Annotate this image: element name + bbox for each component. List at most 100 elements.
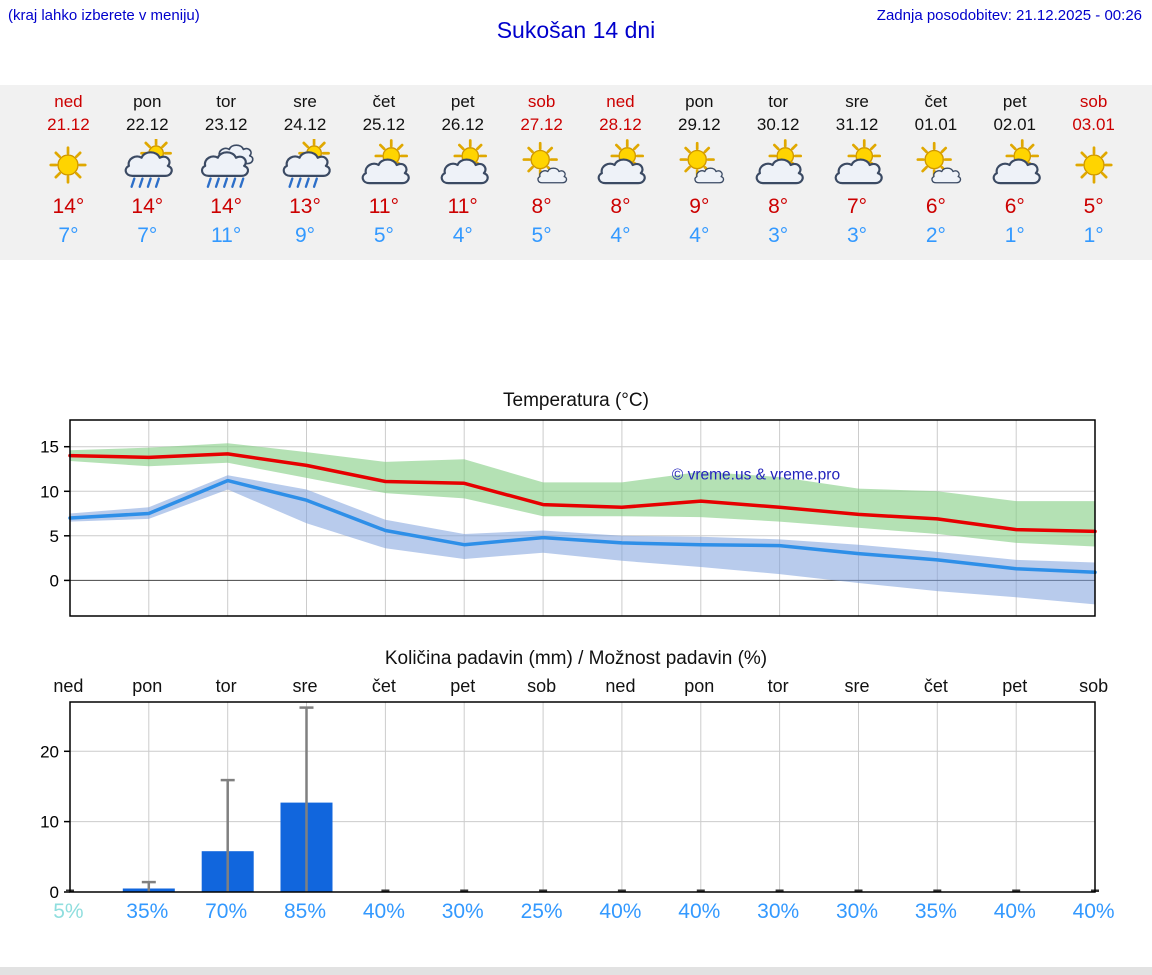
precip-day-label: sre bbox=[292, 676, 318, 696]
svg-text:15: 15 bbox=[40, 438, 59, 457]
day-name: sob bbox=[527, 92, 556, 111]
temperature-chart: 0 5 10 15 © vreme.us & vreme.pro bbox=[40, 419, 1097, 617]
temperature-chart-title: Temperatura (°C) bbox=[503, 390, 649, 411]
day-temp-min: 4° bbox=[689, 224, 710, 247]
day-date: 27.12 bbox=[520, 115, 563, 134]
svg-text:0: 0 bbox=[50, 571, 59, 590]
precip-probability: 40% bbox=[1072, 900, 1115, 923]
precip-probability: 35% bbox=[126, 900, 169, 923]
precip-day-label: čet bbox=[923, 676, 948, 696]
day-date: 22.12 bbox=[126, 115, 169, 134]
day-temp-min: 3° bbox=[768, 224, 789, 247]
forecast-columns: ned 21.12 14° 7° pon 22.12 14° 7° tor 23.12 14° 11°… bbox=[29, 92, 1133, 248]
forecast-day-13: pet 02.01 6° 1° bbox=[975, 92, 1054, 248]
menu-hint: (kraj lahko izberete v meniju) bbox=[8, 7, 200, 24]
precip-day-label: pon bbox=[684, 676, 715, 696]
precip-probability: 35% bbox=[914, 900, 957, 923]
precip-day-label-row: ned pon tor sre čet pet sob ned pon tor sre čet pet s… bbox=[29, 674, 1133, 698]
sun-cloud-icon bbox=[423, 137, 502, 193]
day-date: 02.01 bbox=[993, 115, 1037, 134]
last-update-label: Zadnja posodobitev: 21.12.2025 - 00:26 bbox=[876, 7, 1142, 24]
precip-day-label: pet bbox=[1002, 676, 1028, 696]
svg-text:0: 0 bbox=[50, 883, 59, 898]
precip-probability: 30% bbox=[757, 900, 800, 923]
precip-day-label: tor bbox=[767, 676, 789, 696]
topbar: (kraj lahko izberete v meniju) Sukošan 1… bbox=[0, 0, 1152, 85]
day-temp-min: 7° bbox=[137, 224, 158, 247]
sun-cloud-icon bbox=[739, 137, 818, 193]
forecast-day-4: sre 24.12 13° 9° bbox=[266, 92, 345, 248]
precip-probability: 5% bbox=[53, 900, 84, 923]
day-temp-max: 8° bbox=[610, 195, 631, 218]
forecast-day-14: sob 03.01 5° 1° bbox=[1054, 92, 1133, 248]
day-date: 01.01 bbox=[914, 115, 958, 134]
precip-probability: 40% bbox=[678, 900, 721, 923]
forecast-day-2: pon 22.12 14° 7° bbox=[108, 92, 187, 248]
precip-day-label: pon bbox=[132, 676, 163, 696]
day-temp-max: 11° bbox=[447, 195, 478, 218]
sun-small-cloud-icon bbox=[896, 137, 975, 193]
precip-day-label: pet bbox=[450, 676, 476, 696]
forecast-day-12: čet 01.01 6° 2° bbox=[896, 92, 975, 248]
day-temp-min: 2° bbox=[925, 224, 946, 247]
precip-probability: 85% bbox=[283, 900, 327, 923]
sun-icon bbox=[1054, 137, 1133, 193]
sun-icon bbox=[29, 137, 108, 193]
sun-cloud-icon bbox=[344, 137, 423, 193]
day-date: 24.12 bbox=[283, 115, 327, 134]
forecast-day-9: pon 29.12 9° 4° bbox=[660, 92, 739, 248]
sun-cloud-icon bbox=[581, 137, 660, 193]
forecast-day-3: tor 23.12 14° 11° bbox=[187, 92, 266, 248]
day-temp-max: 5° bbox=[1083, 195, 1104, 218]
precip-day-label: sre bbox=[844, 676, 870, 696]
day-date: 21.12 bbox=[47, 115, 90, 134]
precip-probability: 25% bbox=[520, 900, 563, 923]
forecast-day-1: ned 21.12 14° 7° bbox=[29, 92, 108, 248]
day-temp-max: 14° bbox=[52, 195, 85, 218]
day-temp-min: 5° bbox=[531, 224, 552, 247]
precip-probability: 30% bbox=[441, 900, 484, 923]
day-temp-min: 1° bbox=[1083, 224, 1104, 247]
day-name: ned bbox=[606, 92, 635, 111]
day-date: 28.12 bbox=[599, 115, 642, 134]
day-name: ned bbox=[54, 92, 83, 111]
precip-day-label: sob bbox=[1079, 676, 1109, 696]
day-temp-max: 6° bbox=[1004, 195, 1025, 218]
forecast-day-11: sre 31.12 7° 3° bbox=[818, 92, 897, 248]
day-temp-max: 6° bbox=[925, 195, 946, 218]
sun-cloud-icon bbox=[975, 137, 1054, 193]
day-date: 29.12 bbox=[678, 115, 721, 134]
day-name: pon bbox=[133, 92, 162, 111]
day-temp-max: 8° bbox=[768, 195, 789, 218]
sun-cloud-rain-icon bbox=[108, 137, 187, 193]
precip-probability-row: 5% 35% 70% 85% 40% 30% 25% 40% 40% 30% 30% 35% 40% 40… bbox=[29, 900, 1133, 924]
day-temp-min: 3° bbox=[846, 224, 868, 247]
day-temp-max: 11° bbox=[368, 195, 399, 218]
precipitation-section: Količina padavin (mm) / Možnost padavin … bbox=[0, 646, 1152, 924]
day-date: 30.12 bbox=[756, 115, 800, 134]
precipitation-chart: 0 10 20 bbox=[40, 701, 1099, 898]
svg-text:© vreme.us & vreme.pro: © vreme.us & vreme.pro bbox=[672, 467, 840, 484]
sun-small-cloud-icon bbox=[502, 137, 581, 193]
day-name: tor bbox=[768, 92, 789, 111]
footer-band bbox=[0, 967, 1152, 975]
day-temp-max: 14° bbox=[131, 195, 164, 218]
precipitation-chart-title: Količina padavin (mm) / Možnost padavin … bbox=[384, 648, 768, 669]
sun-small-cloud-icon bbox=[660, 137, 739, 193]
forecast-day-6: pet 26.12 11° 4° bbox=[423, 92, 502, 248]
forecast-day-7: sob 27.12 8° 5° bbox=[502, 92, 581, 248]
day-name: tor bbox=[216, 92, 237, 111]
svg-text:10: 10 bbox=[40, 813, 59, 832]
day-name: sre bbox=[293, 92, 317, 111]
day-temp-min: 7° bbox=[58, 224, 79, 247]
day-temp-min: 9° bbox=[294, 224, 316, 247]
precip-probability: 40% bbox=[599, 900, 642, 923]
page-title: Sukošan 14 dni bbox=[496, 17, 656, 43]
day-date: 25.12 bbox=[362, 115, 406, 134]
day-date: 03.01 bbox=[1072, 115, 1115, 134]
precip-probability: 70% bbox=[205, 900, 248, 923]
day-temp-max: 13° bbox=[289, 195, 321, 218]
temperature-section: Temperatura (°C) 0 5 10 15 © vreme.us & vrem… bbox=[0, 388, 1152, 624]
precip-day-label: čet bbox=[371, 676, 396, 696]
